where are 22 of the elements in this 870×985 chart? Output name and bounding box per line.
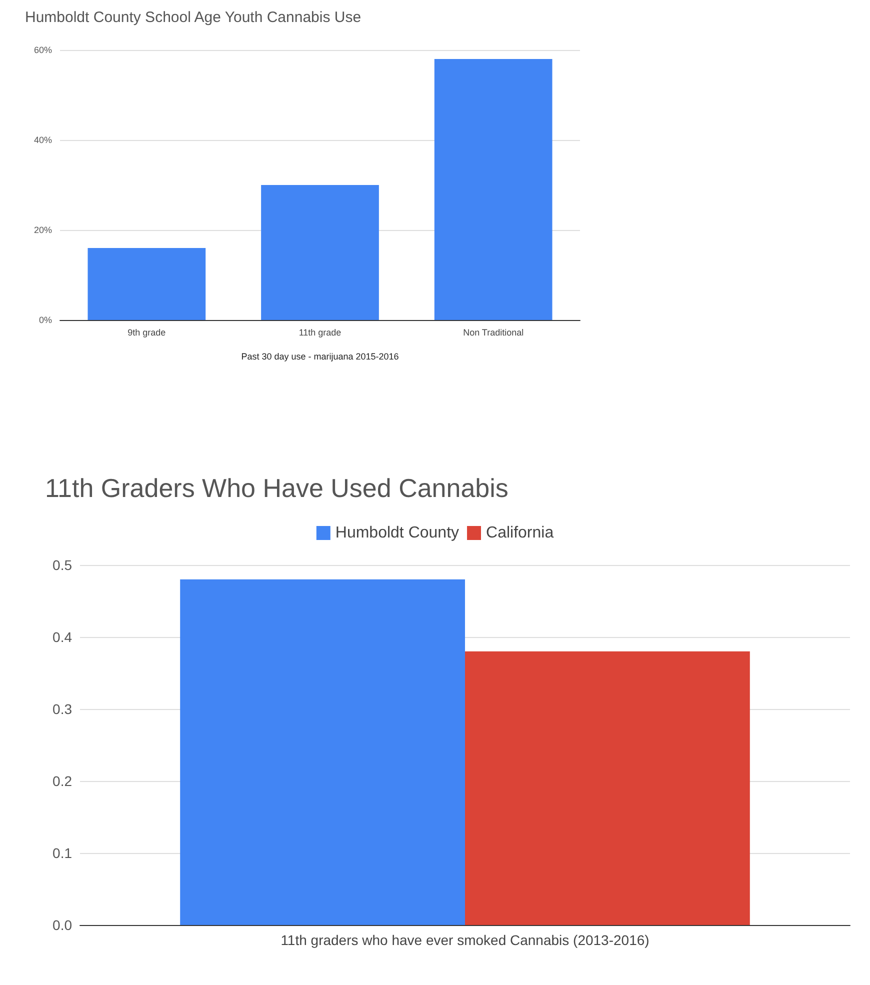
- chart-title: 11th Graders Who Have Used Cannabis: [45, 473, 508, 503]
- legend-label: Humboldt County: [335, 524, 460, 542]
- x-tick-label: 9th grade: [128, 328, 166, 338]
- y-tick-label: 20%: [34, 225, 52, 235]
- y-tick-label: 0.3: [52, 701, 72, 717]
- chart-title: Humboldt County School Age Youth Cannabis Use: [25, 9, 362, 26]
- y-tick-label: 0%: [38, 315, 52, 325]
- y-tick-label: 40%: [34, 135, 52, 145]
- y-tick-label: 60%: [34, 45, 52, 55]
- bar: [434, 59, 552, 320]
- x-tick-label: 11th graders who have ever smoked Cannabis (2013-2016): [280, 932, 650, 948]
- y-tick-label: 0.5: [52, 557, 72, 573]
- bar: [261, 185, 379, 320]
- y-tick-label: 0.1: [52, 845, 72, 861]
- x-tick-label: Non Traditional: [463, 328, 524, 338]
- y-tick-label: 0.0: [52, 917, 72, 933]
- bar: [88, 248, 206, 320]
- y-tick-label: 0.4: [52, 629, 72, 645]
- x-tick-label: 11th grade: [298, 328, 342, 338]
- x-axis-title: Past 30 day use - marijuana 2015-2016: [241, 352, 399, 362]
- y-tick-label: 0.2: [52, 773, 72, 789]
- legend-label: California: [486, 524, 554, 542]
